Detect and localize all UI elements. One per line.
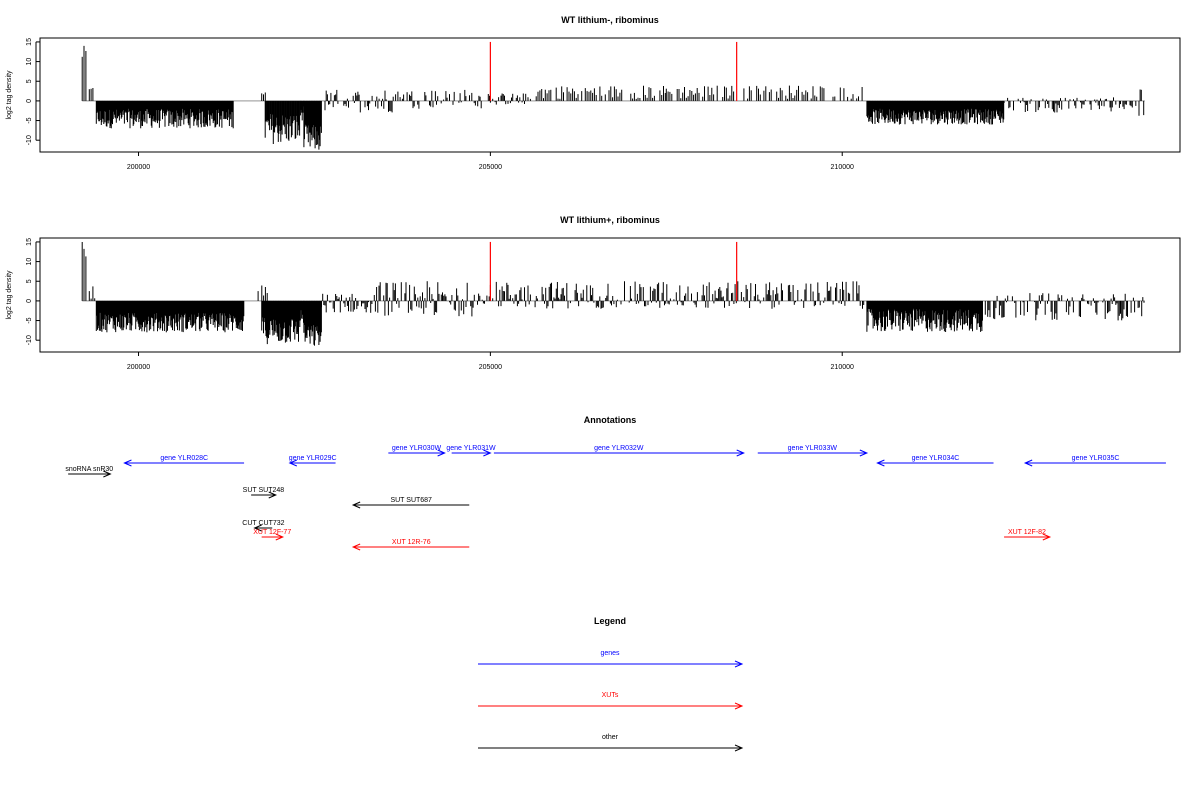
annotation-label: snoRNA snR30 [65, 466, 113, 473]
annotation-arrowhead [1023, 459, 1033, 467]
x-tick-label: 210000 [831, 364, 854, 371]
legend-arrowhead [734, 702, 744, 710]
annotation-arrowhead [288, 459, 298, 467]
annotation-label: SUT SUT687 [390, 497, 432, 504]
y-tick-label: 10 [26, 58, 33, 66]
legend-item: genes [478, 650, 744, 668]
plot-frame [39, 237, 1181, 353]
annotation-feature: XUT 12R-76 [351, 539, 470, 551]
legend-arrowhead [734, 744, 744, 752]
annotations-track: Annotations snoRNA snR30 gene YLR028C gene… [65, 415, 1166, 551]
annotation-arrowhead [1042, 533, 1052, 541]
chart-title: WT lithium-, ribominus [561, 15, 659, 25]
annotation-arrowhead [437, 449, 446, 457]
annotation-feature: SUT SUT687 [351, 497, 470, 509]
annotation-arrowhead [275, 533, 285, 541]
x-tick-label: 205000 [479, 364, 502, 371]
annotation-feature: gene YLR035C [1023, 455, 1166, 467]
chart-title: WT lithium+, ribominus [560, 215, 660, 225]
annotation-feature: XUT 12F-77 [253, 529, 291, 541]
annotation-arrowhead [123, 459, 132, 467]
x-tick-label: 200000 [127, 364, 150, 371]
annotation-label: XUT 12F-82 [1008, 529, 1046, 536]
legend-item: XUTs [478, 692, 744, 710]
chart-panel-lithium-plus: WT lithium+, ribominus log2 tag density 15… [6, 215, 1181, 371]
x-tick-label: 200000 [127, 164, 150, 171]
y-axis: 15 10 5 0 -5 -10 [26, 238, 40, 345]
density-series [81, 242, 1145, 346]
annotations-title: Annotations [584, 415, 637, 425]
annotation-label: gene YLR029C [289, 455, 337, 462]
chart-panel-lithium-minus: WT lithium-, ribominus log2 tag density 15… [6, 15, 1181, 171]
annotation-feature: XUT 12F-82 [1004, 529, 1052, 541]
y-tick-label: -5 [26, 117, 33, 123]
x-axis: 200000 205000 210000 [127, 352, 854, 371]
x-tick-label: 210000 [831, 164, 854, 171]
annotation-feature: gene YLR029C [288, 455, 337, 467]
annotation-label: gene YLR032W [594, 445, 644, 452]
y-tick-label: 5 [26, 279, 33, 283]
y-tick-label: 10 [26, 258, 33, 266]
annotation-arrowhead [268, 491, 278, 499]
annotation-arrowhead [736, 449, 745, 457]
y-axis-label: log2 tag density [6, 70, 13, 120]
y-tick-label: -10 [26, 335, 33, 345]
y-tick-label: 15 [26, 238, 33, 246]
y-tick-label: 0 [26, 299, 33, 303]
legend: Legend genes XUTs other [478, 616, 744, 752]
annotation-arrowhead [876, 459, 885, 467]
annotation-arrowhead [103, 470, 112, 478]
y-axis: 15 10 5 0 -5 -10 [26, 38, 40, 145]
annotation-feature: CUT CUT732 [242, 520, 285, 532]
annotation-feature: gene YLR028C [123, 455, 245, 467]
annotation-label: XUT 12R-76 [392, 539, 431, 546]
y-tick-label: -10 [26, 135, 33, 145]
annotation-feature: gene YLR033W [757, 445, 869, 457]
y-tick-label: -5 [26, 317, 33, 323]
annotation-label: gene YLR033W [788, 445, 838, 452]
annotation-feature: gene YLR030W [388, 445, 446, 457]
x-axis: 200000 205000 210000 [127, 152, 854, 171]
annotation-label: XUT 12F-77 [253, 529, 291, 536]
y-tick-label: 5 [26, 79, 33, 83]
annotation-arrowhead [253, 524, 262, 532]
annotation-label: gene YLR030W [392, 445, 442, 452]
legend-label: other [602, 734, 619, 741]
annotation-arrowhead [351, 543, 361, 551]
legend-title: Legend [594, 616, 626, 626]
annotation-label: CUT CUT732 [242, 520, 284, 527]
plot-frame [39, 37, 1181, 153]
annotation-feature: gene YLR032W [493, 445, 745, 457]
annotation-label: SUT SUT248 [243, 487, 285, 494]
legend-arrowhead [734, 660, 744, 668]
density-series [81, 45, 1145, 150]
annotation-label: gene YLR035C [1072, 455, 1120, 462]
x-tick-label: 205000 [479, 164, 502, 171]
annotation-feature: gene YLR031W [446, 445, 496, 457]
annotation-arrowhead [351, 501, 361, 509]
y-tick-label: 0 [26, 99, 33, 103]
y-axis-label: log2 tag density [6, 270, 13, 320]
annotation-label: gene YLR031W [446, 445, 496, 452]
annotation-label: gene YLR034C [912, 455, 960, 462]
annotation-feature: snoRNA snR30 [65, 466, 113, 478]
legend-label: genes [600, 650, 620, 657]
y-tick-label: 15 [26, 38, 33, 46]
legend-label: XUTs [602, 692, 619, 699]
annotation-arrowhead [859, 449, 869, 457]
legend-item: other [478, 734, 744, 752]
annotation-feature: SUT SUT248 [243, 487, 285, 499]
annotation-feature: gene YLR034C [876, 455, 994, 467]
annotation-arrowhead [483, 449, 492, 457]
annotation-label: gene YLR028C [160, 455, 208, 462]
